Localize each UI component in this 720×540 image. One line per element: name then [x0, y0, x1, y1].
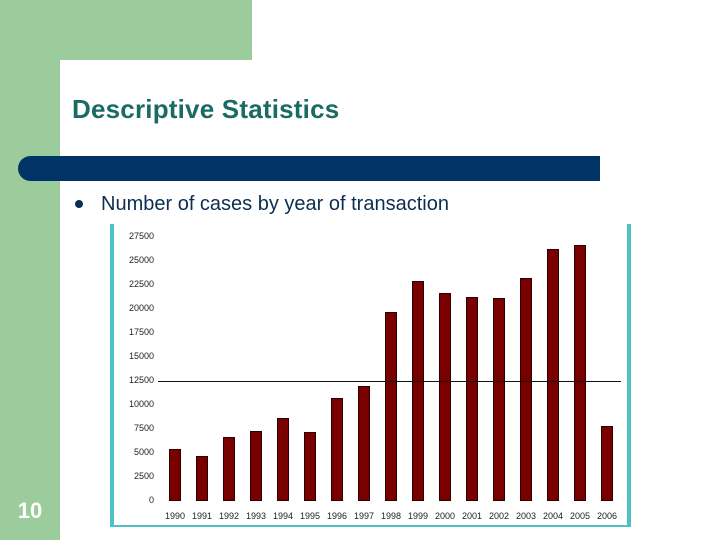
- background-green-sidebar: [0, 0, 60, 540]
- slide-title: Descriptive Statistics: [72, 94, 340, 124]
- bullet-text: Number of cases by year of transaction: [101, 193, 449, 215]
- page-number: 10: [17, 498, 43, 523]
- bullet-icon: [75, 200, 83, 208]
- chart-frame: [110, 224, 631, 527]
- header-divider-bar: [18, 156, 600, 181]
